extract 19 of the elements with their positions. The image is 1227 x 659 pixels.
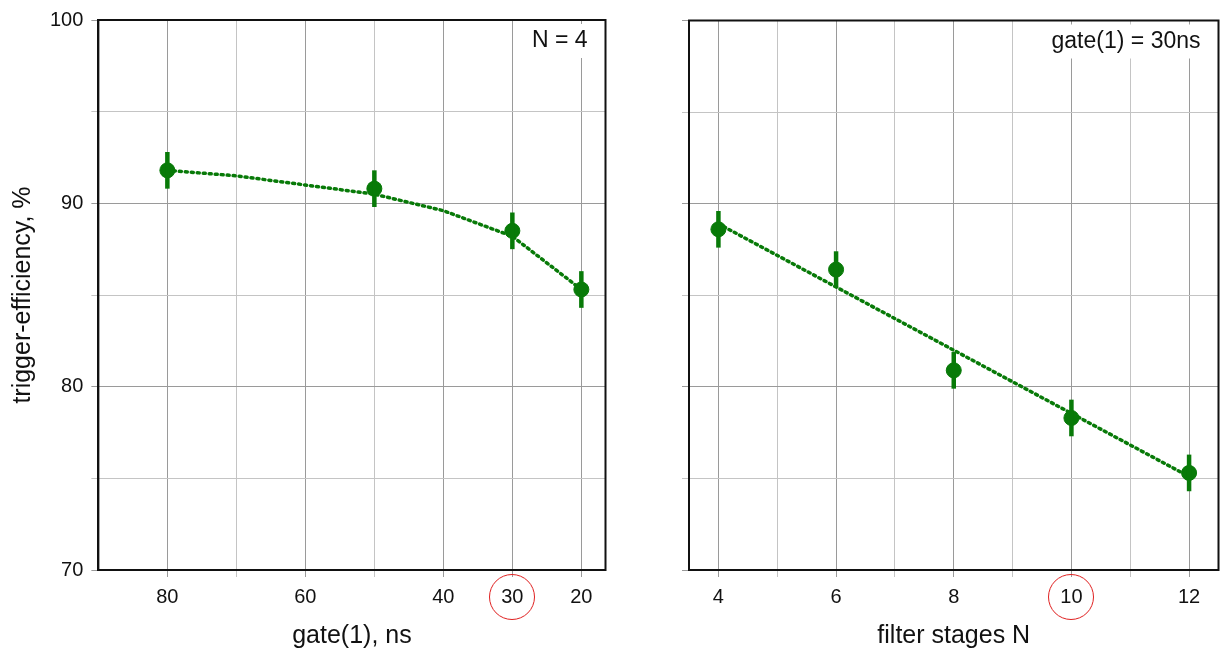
x-axis-title: filter stages N: [877, 619, 1031, 648]
x-tick-label: 10: [1060, 584, 1083, 607]
y-tick-label: 70: [61, 557, 84, 580]
annotation: gate(1) = 30ns: [1051, 26, 1201, 53]
x-tick-label: 30: [501, 584, 524, 607]
y-axis-title: trigger-efficiency, %: [6, 186, 35, 404]
y-tick-label: 90: [61, 190, 84, 213]
x-tick-label: 6: [830, 584, 842, 607]
annotation: N = 4: [531, 26, 588, 53]
x-tick-label: 12: [1177, 584, 1201, 607]
y-tick-label: 80: [61, 374, 84, 397]
x-axis-title: gate(1), ns: [292, 619, 412, 648]
x-tick-label: 8: [948, 584, 960, 607]
x-tick-label: 60: [294, 584, 317, 607]
x-tick-label: 80: [156, 584, 179, 607]
y-tick-label: 100: [49, 7, 84, 30]
x-tick-label: 40: [432, 584, 455, 607]
x-tick-label: 4: [712, 584, 724, 607]
x-tick-label: 20: [570, 584, 593, 607]
